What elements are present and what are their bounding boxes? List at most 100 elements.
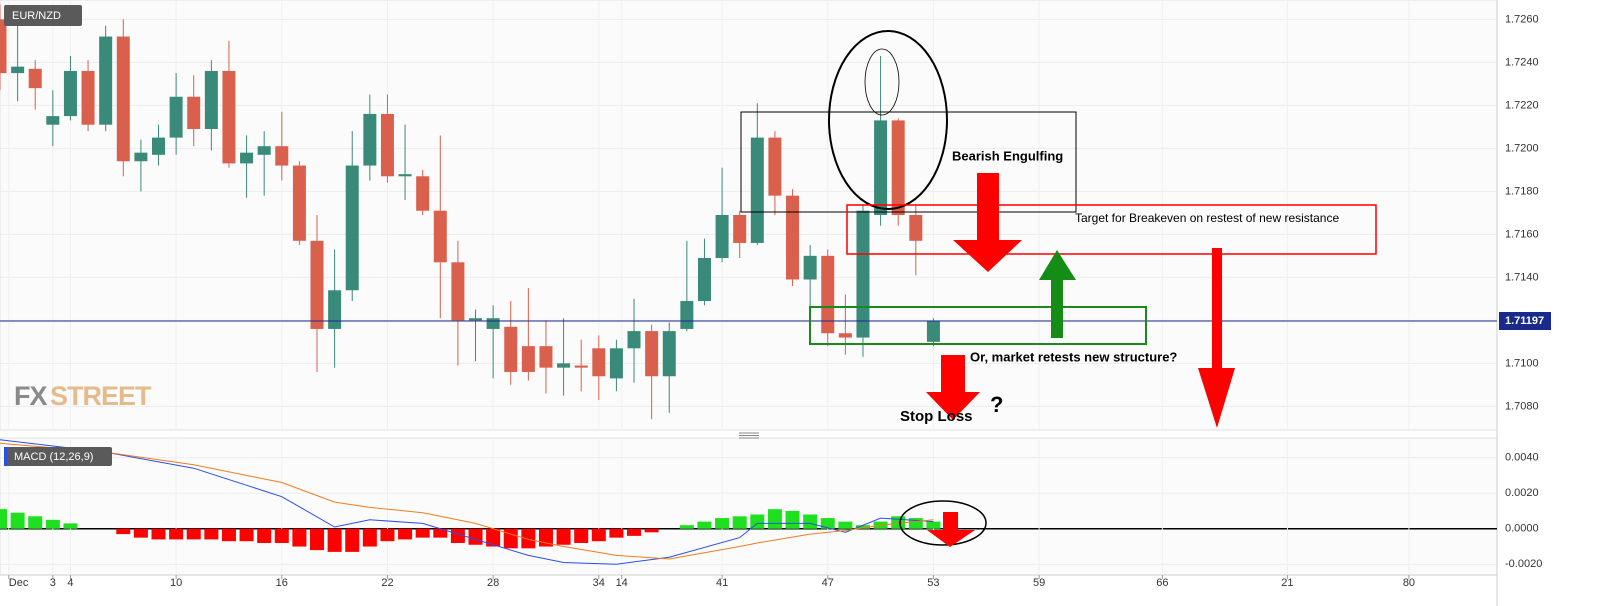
y-tick-label: 1.7180 xyxy=(1505,185,1539,197)
candle-body xyxy=(81,70,95,125)
histogram-bar xyxy=(28,516,43,529)
histogram-bar xyxy=(715,518,730,529)
histogram-bar xyxy=(450,528,465,543)
histogram-bar xyxy=(574,528,589,543)
candle-body xyxy=(28,68,42,89)
histogram-bar xyxy=(486,528,501,547)
arrow-down xyxy=(953,173,1022,272)
watermark: STREET xyxy=(50,381,152,411)
candle-body xyxy=(11,66,25,74)
y-tick-label: 1.7100 xyxy=(1505,357,1539,369)
candle-body xyxy=(891,120,905,215)
y-tick-label: 1.7220 xyxy=(1505,99,1539,111)
candle-body xyxy=(856,210,870,338)
histogram-bar xyxy=(750,514,765,529)
histogram-bar xyxy=(257,528,272,543)
x-tick-label: 3 xyxy=(50,577,56,589)
arrow-down xyxy=(927,512,975,547)
macd-panel xyxy=(0,437,1498,576)
y-tick-label: 0.0040 xyxy=(1505,451,1539,463)
candle-body xyxy=(380,113,394,177)
last-price-label: 1.71197 xyxy=(1505,315,1544,327)
candle-body xyxy=(204,70,218,129)
x-tick-label: Dec xyxy=(9,577,29,589)
y-tick-label: -0.0020 xyxy=(1505,558,1542,570)
y-tick-label: 1.7200 xyxy=(1505,142,1539,154)
candle-body xyxy=(662,331,676,377)
histogram-bar xyxy=(820,518,835,529)
circle xyxy=(899,500,987,546)
candle-body xyxy=(539,346,553,368)
histogram-bar xyxy=(855,525,870,529)
histogram-bar xyxy=(0,509,7,529)
candle-body xyxy=(627,331,641,349)
histogram-bar xyxy=(803,514,818,529)
candle-body xyxy=(768,137,782,196)
candle-body xyxy=(645,331,659,377)
histogram-bar xyxy=(679,525,694,529)
annotation: Stop Loss xyxy=(900,408,973,425)
arrows xyxy=(926,173,1235,547)
y-tick-label: 1.7240 xyxy=(1505,56,1539,68)
resistance-box xyxy=(846,204,1377,255)
x-tick-label: 21 xyxy=(1281,577,1293,589)
x-tick-label: 14 xyxy=(616,577,628,589)
candle-body xyxy=(874,120,888,215)
candle-body xyxy=(240,152,254,164)
histogram-bar xyxy=(644,528,659,533)
histogram-bar xyxy=(908,518,923,529)
histogram-bar xyxy=(785,510,800,529)
candle-body xyxy=(292,165,306,241)
x-tick-label: 16 xyxy=(276,577,288,589)
candle-body xyxy=(416,176,430,211)
x-tick-label: 41 xyxy=(716,577,728,589)
histogram-bar xyxy=(274,528,289,543)
histogram-bar xyxy=(133,528,148,538)
candle-body xyxy=(926,320,940,342)
histogram-bar xyxy=(310,528,325,551)
candle-body xyxy=(486,318,500,329)
x-tick-label: 47 xyxy=(822,577,834,589)
candle-body xyxy=(909,215,923,241)
x-tick-label: 59 xyxy=(1033,577,1045,589)
histogram-bar xyxy=(63,523,78,529)
histogram-bar xyxy=(926,521,941,529)
candle-body xyxy=(328,290,342,329)
histogram-bar xyxy=(239,528,254,542)
candle-body xyxy=(803,255,817,280)
candle-body xyxy=(609,348,623,379)
histogram-bar xyxy=(521,528,536,549)
x-tick-label: 53 xyxy=(927,577,939,589)
histogram-bar xyxy=(468,528,483,545)
y-tick-label: 0.0020 xyxy=(1505,487,1539,499)
histogram-bar xyxy=(292,528,307,547)
histogram-bar xyxy=(591,528,606,542)
marks xyxy=(0,4,1497,565)
watermark: FX xyxy=(14,381,47,411)
candle-body xyxy=(521,346,535,372)
annotation: ? xyxy=(990,392,1003,417)
candle-body xyxy=(451,262,465,321)
histogram-bar xyxy=(433,528,448,538)
candle-body xyxy=(0,19,7,74)
candle-body xyxy=(63,70,77,117)
candle-body xyxy=(733,215,747,243)
candle-body xyxy=(821,255,835,334)
candle-body xyxy=(557,363,571,368)
annotation: Bearish Engulfing xyxy=(952,148,1063,163)
histogram-bar xyxy=(186,528,201,540)
y-tick-label: 0.0000 xyxy=(1505,523,1539,535)
separator xyxy=(739,432,759,439)
candle-body xyxy=(592,348,606,377)
candle-body xyxy=(345,165,359,291)
candle-body xyxy=(697,258,711,301)
circle xyxy=(864,48,900,116)
candle-body xyxy=(257,146,271,155)
histogram-bar xyxy=(204,528,219,540)
candle-body xyxy=(433,210,447,263)
indicator-color xyxy=(4,447,7,466)
histogram-bar xyxy=(116,528,131,535)
histogram-bar xyxy=(151,528,166,540)
x-tick-label: 28 xyxy=(487,577,499,589)
candle-body xyxy=(574,365,588,368)
